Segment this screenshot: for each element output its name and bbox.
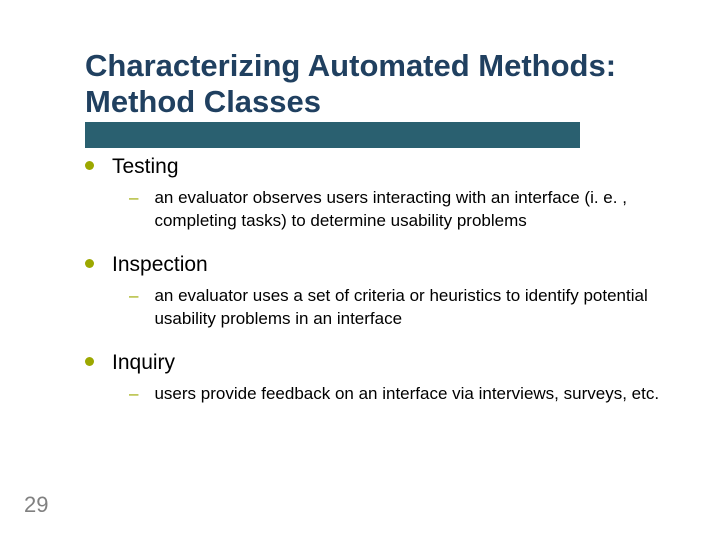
list-item: Inspection – an evaluator uses a set of … [85, 253, 680, 331]
list-subitem: – an evaluator observes users interactin… [129, 187, 680, 233]
dash-icon: – [129, 285, 138, 308]
list-item-label: Inquiry [112, 351, 175, 375]
bullet-icon [85, 259, 94, 268]
dash-icon: – [129, 383, 138, 406]
list-subitem-text: an evaluator observes users interacting … [154, 187, 680, 233]
bullet-icon [85, 357, 94, 366]
title-underline [85, 122, 580, 148]
list-subitem-text: an evaluator uses a set of criteria or h… [154, 285, 680, 331]
list-item-header: Testing [85, 155, 680, 179]
title-block: Characterizing Automated Methods: Method… [85, 48, 680, 119]
page-number: 29 [24, 492, 48, 518]
list-subitem: – an evaluator uses a set of criteria or… [129, 285, 680, 331]
list-subitem-text: users provide feedback on an interface v… [154, 383, 659, 406]
list-item-label: Testing [112, 155, 179, 179]
list-subitem: – users provide feedback on an interface… [129, 383, 680, 406]
list-item-header: Inquiry [85, 351, 680, 375]
slide-title: Characterizing Automated Methods: Method… [85, 48, 680, 119]
list-item-label: Inspection [112, 253, 208, 277]
list-item: Inquiry – users provide feedback on an i… [85, 351, 680, 406]
list-item: Testing – an evaluator observes users in… [85, 155, 680, 233]
slide-container: Characterizing Automated Methods: Method… [0, 0, 720, 540]
list-item-header: Inspection [85, 253, 680, 277]
content-area: Testing – an evaluator observes users in… [85, 155, 680, 406]
bullet-icon [85, 161, 94, 170]
dash-icon: – [129, 187, 138, 210]
